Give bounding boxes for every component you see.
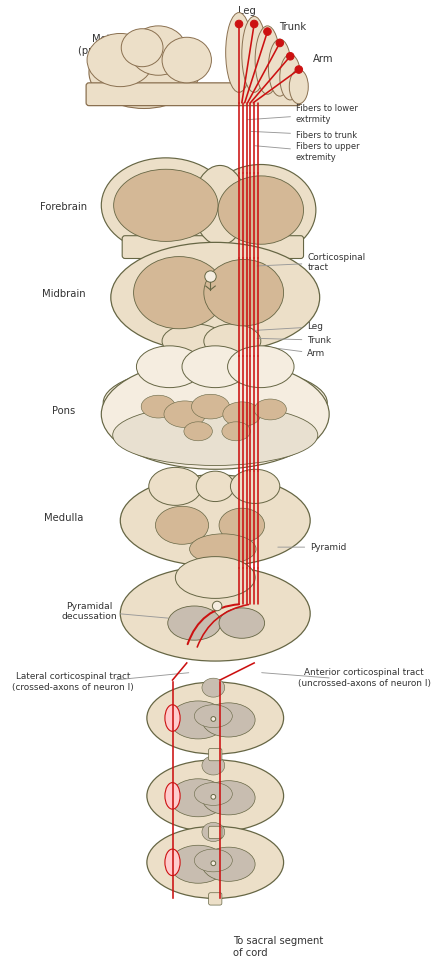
FancyBboxPatch shape bbox=[122, 236, 304, 258]
Circle shape bbox=[250, 20, 258, 28]
Text: Corticospinal
tract: Corticospinal tract bbox=[257, 252, 365, 272]
Ellipse shape bbox=[113, 405, 318, 466]
Ellipse shape bbox=[289, 69, 308, 104]
Text: Forebrain: Forebrain bbox=[40, 202, 87, 212]
Ellipse shape bbox=[120, 566, 310, 661]
FancyBboxPatch shape bbox=[209, 893, 222, 905]
Ellipse shape bbox=[101, 359, 329, 469]
Ellipse shape bbox=[155, 506, 209, 544]
Ellipse shape bbox=[111, 242, 320, 352]
Ellipse shape bbox=[162, 324, 226, 358]
Ellipse shape bbox=[168, 606, 221, 640]
Ellipse shape bbox=[202, 678, 225, 697]
Ellipse shape bbox=[228, 346, 294, 388]
Ellipse shape bbox=[147, 759, 284, 832]
Ellipse shape bbox=[242, 16, 266, 92]
Ellipse shape bbox=[134, 256, 225, 328]
Ellipse shape bbox=[202, 847, 255, 881]
Text: Trunk: Trunk bbox=[257, 336, 332, 345]
Ellipse shape bbox=[165, 705, 180, 732]
Ellipse shape bbox=[101, 157, 230, 252]
Text: Medulla: Medulla bbox=[44, 513, 83, 522]
Ellipse shape bbox=[114, 169, 218, 241]
Text: Fibers to trunk: Fibers to trunk bbox=[251, 131, 357, 139]
Ellipse shape bbox=[196, 471, 234, 501]
Ellipse shape bbox=[230, 469, 280, 503]
Ellipse shape bbox=[175, 557, 255, 598]
FancyBboxPatch shape bbox=[209, 827, 222, 839]
Circle shape bbox=[211, 795, 216, 800]
Text: Lateral corticospinal tract
(crossed-axons of neuron I): Lateral corticospinal tract (crossed-axo… bbox=[12, 672, 134, 691]
Ellipse shape bbox=[269, 39, 291, 96]
Text: Fibers to lower
extrmity: Fibers to lower extrmity bbox=[247, 105, 358, 124]
Circle shape bbox=[211, 716, 216, 721]
Ellipse shape bbox=[149, 468, 202, 505]
Ellipse shape bbox=[194, 782, 232, 805]
Circle shape bbox=[211, 861, 216, 866]
Text: Motor cortex
(precentral gyrus): Motor cortex (precentral gyrus) bbox=[78, 35, 168, 56]
Ellipse shape bbox=[162, 37, 211, 83]
Ellipse shape bbox=[147, 827, 284, 899]
Text: Arm: Arm bbox=[313, 54, 333, 64]
Text: Leg: Leg bbox=[238, 7, 255, 16]
Ellipse shape bbox=[218, 176, 304, 244]
Text: Midbrain: Midbrain bbox=[41, 289, 85, 300]
Ellipse shape bbox=[191, 395, 230, 419]
Text: Leg: Leg bbox=[253, 323, 323, 331]
Ellipse shape bbox=[120, 475, 310, 566]
Ellipse shape bbox=[204, 324, 261, 358]
Circle shape bbox=[235, 20, 243, 28]
Ellipse shape bbox=[170, 701, 226, 739]
Ellipse shape bbox=[165, 849, 180, 876]
Ellipse shape bbox=[226, 12, 252, 92]
Ellipse shape bbox=[255, 26, 280, 94]
Ellipse shape bbox=[121, 29, 163, 66]
Ellipse shape bbox=[170, 845, 226, 883]
Ellipse shape bbox=[223, 402, 261, 426]
Ellipse shape bbox=[165, 782, 180, 809]
Ellipse shape bbox=[103, 365, 327, 441]
FancyBboxPatch shape bbox=[86, 83, 301, 106]
Ellipse shape bbox=[219, 608, 265, 638]
Ellipse shape bbox=[219, 508, 265, 542]
Ellipse shape bbox=[194, 849, 232, 872]
Circle shape bbox=[276, 39, 284, 47]
Ellipse shape bbox=[130, 26, 187, 75]
Text: To sacral segment
of cord: To sacral segment of cord bbox=[233, 936, 324, 958]
Text: Pyramidal
decussation: Pyramidal decussation bbox=[61, 602, 117, 621]
Ellipse shape bbox=[206, 164, 316, 255]
Text: Anterior corticospinal tract
(uncrossed-axons of neuron I): Anterior corticospinal tract (uncrossed-… bbox=[298, 668, 431, 688]
Ellipse shape bbox=[184, 421, 212, 441]
Ellipse shape bbox=[202, 756, 225, 775]
Ellipse shape bbox=[194, 165, 246, 245]
Circle shape bbox=[295, 65, 303, 73]
Ellipse shape bbox=[182, 346, 249, 388]
Circle shape bbox=[264, 28, 271, 36]
Text: Fibers to upper
extremity: Fibers to upper extremity bbox=[255, 142, 360, 162]
Ellipse shape bbox=[222, 421, 250, 441]
Ellipse shape bbox=[136, 346, 203, 388]
Ellipse shape bbox=[202, 703, 255, 737]
Ellipse shape bbox=[202, 823, 225, 842]
Ellipse shape bbox=[194, 705, 232, 728]
Ellipse shape bbox=[89, 36, 199, 108]
Ellipse shape bbox=[164, 401, 206, 427]
Text: Pyramid: Pyramid bbox=[278, 542, 346, 552]
FancyBboxPatch shape bbox=[209, 749, 222, 760]
Circle shape bbox=[286, 53, 294, 60]
Ellipse shape bbox=[147, 682, 284, 755]
Ellipse shape bbox=[87, 34, 154, 86]
Circle shape bbox=[205, 271, 216, 282]
Text: Trunk: Trunk bbox=[279, 22, 306, 32]
Ellipse shape bbox=[202, 780, 255, 815]
Text: Pons: Pons bbox=[52, 406, 75, 417]
Ellipse shape bbox=[141, 396, 175, 418]
Ellipse shape bbox=[190, 534, 256, 564]
Ellipse shape bbox=[254, 399, 286, 420]
Ellipse shape bbox=[204, 259, 284, 325]
Ellipse shape bbox=[170, 779, 226, 817]
Ellipse shape bbox=[280, 55, 301, 100]
Text: Arm: Arm bbox=[261, 347, 325, 358]
Circle shape bbox=[212, 601, 222, 611]
